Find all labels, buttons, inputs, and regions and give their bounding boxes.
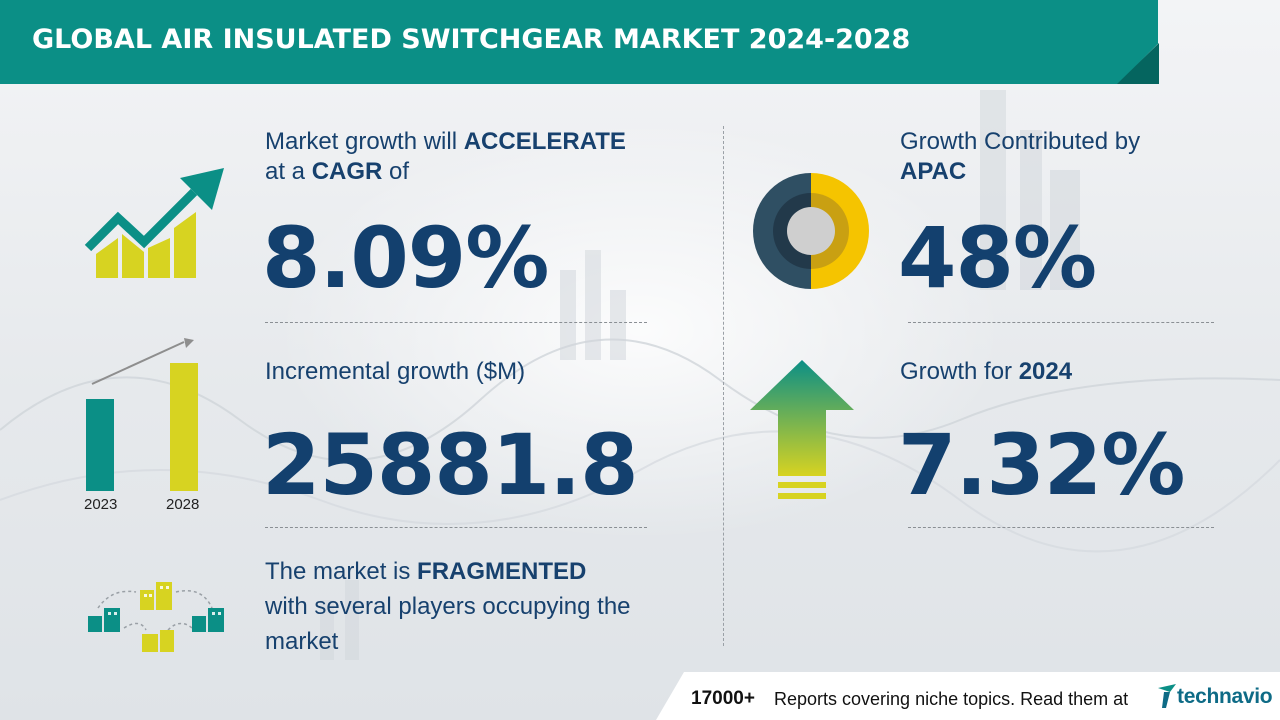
year-label-end: 2028 [166, 496, 200, 513]
year-label-start: 2023 [84, 496, 118, 513]
incremental-bars-icon [86, 338, 198, 491]
cagr-label-line2: at a CAGR of [265, 158, 410, 185]
year-growth-value: 7.32% [898, 416, 1185, 514]
cagr-value: 8.09% [262, 209, 549, 307]
incremental-divider [265, 527, 647, 528]
footer-text: Reports covering niche topics. Read them… [774, 689, 1129, 709]
fragmented-label-line1: The market is FRAGMENTED [265, 558, 587, 585]
incremental-label: Incremental growth ($M) [265, 358, 526, 385]
footer-banner [656, 672, 1280, 720]
region-label: Growth Contributed by [900, 128, 1141, 155]
technavio-logo-icon [1158, 684, 1176, 708]
region-name: APAC [900, 158, 967, 185]
region-divider [908, 322, 1214, 323]
year-growth-label: Growth for 2024 [900, 358, 1073, 385]
fragmented-label-line2: with several players occupying the [265, 593, 631, 620]
cagr-divider [265, 322, 647, 323]
title-banner [0, 0, 1158, 84]
page-title: GLOBAL AIR INSULATED SWITCHGEAR MARKET 2… [32, 24, 911, 55]
technavio-logo-text[interactable]: technavio [1177, 685, 1273, 708]
growth-chart-icon [84, 168, 224, 278]
up-arrow-icon [750, 360, 854, 499]
incremental-value: 25881.8 [262, 416, 639, 514]
footer-report-count: 17000+ [691, 688, 755, 709]
column-divider [723, 126, 724, 646]
region-value: 48% [898, 209, 1097, 307]
cagr-label-line1: Market growth will ACCELERATE [265, 128, 626, 155]
region-donut-icon [753, 173, 869, 289]
fragmented-buildings-icon [88, 582, 224, 652]
fragmented-label-line3: market [265, 628, 339, 655]
year-growth-divider [908, 527, 1214, 528]
